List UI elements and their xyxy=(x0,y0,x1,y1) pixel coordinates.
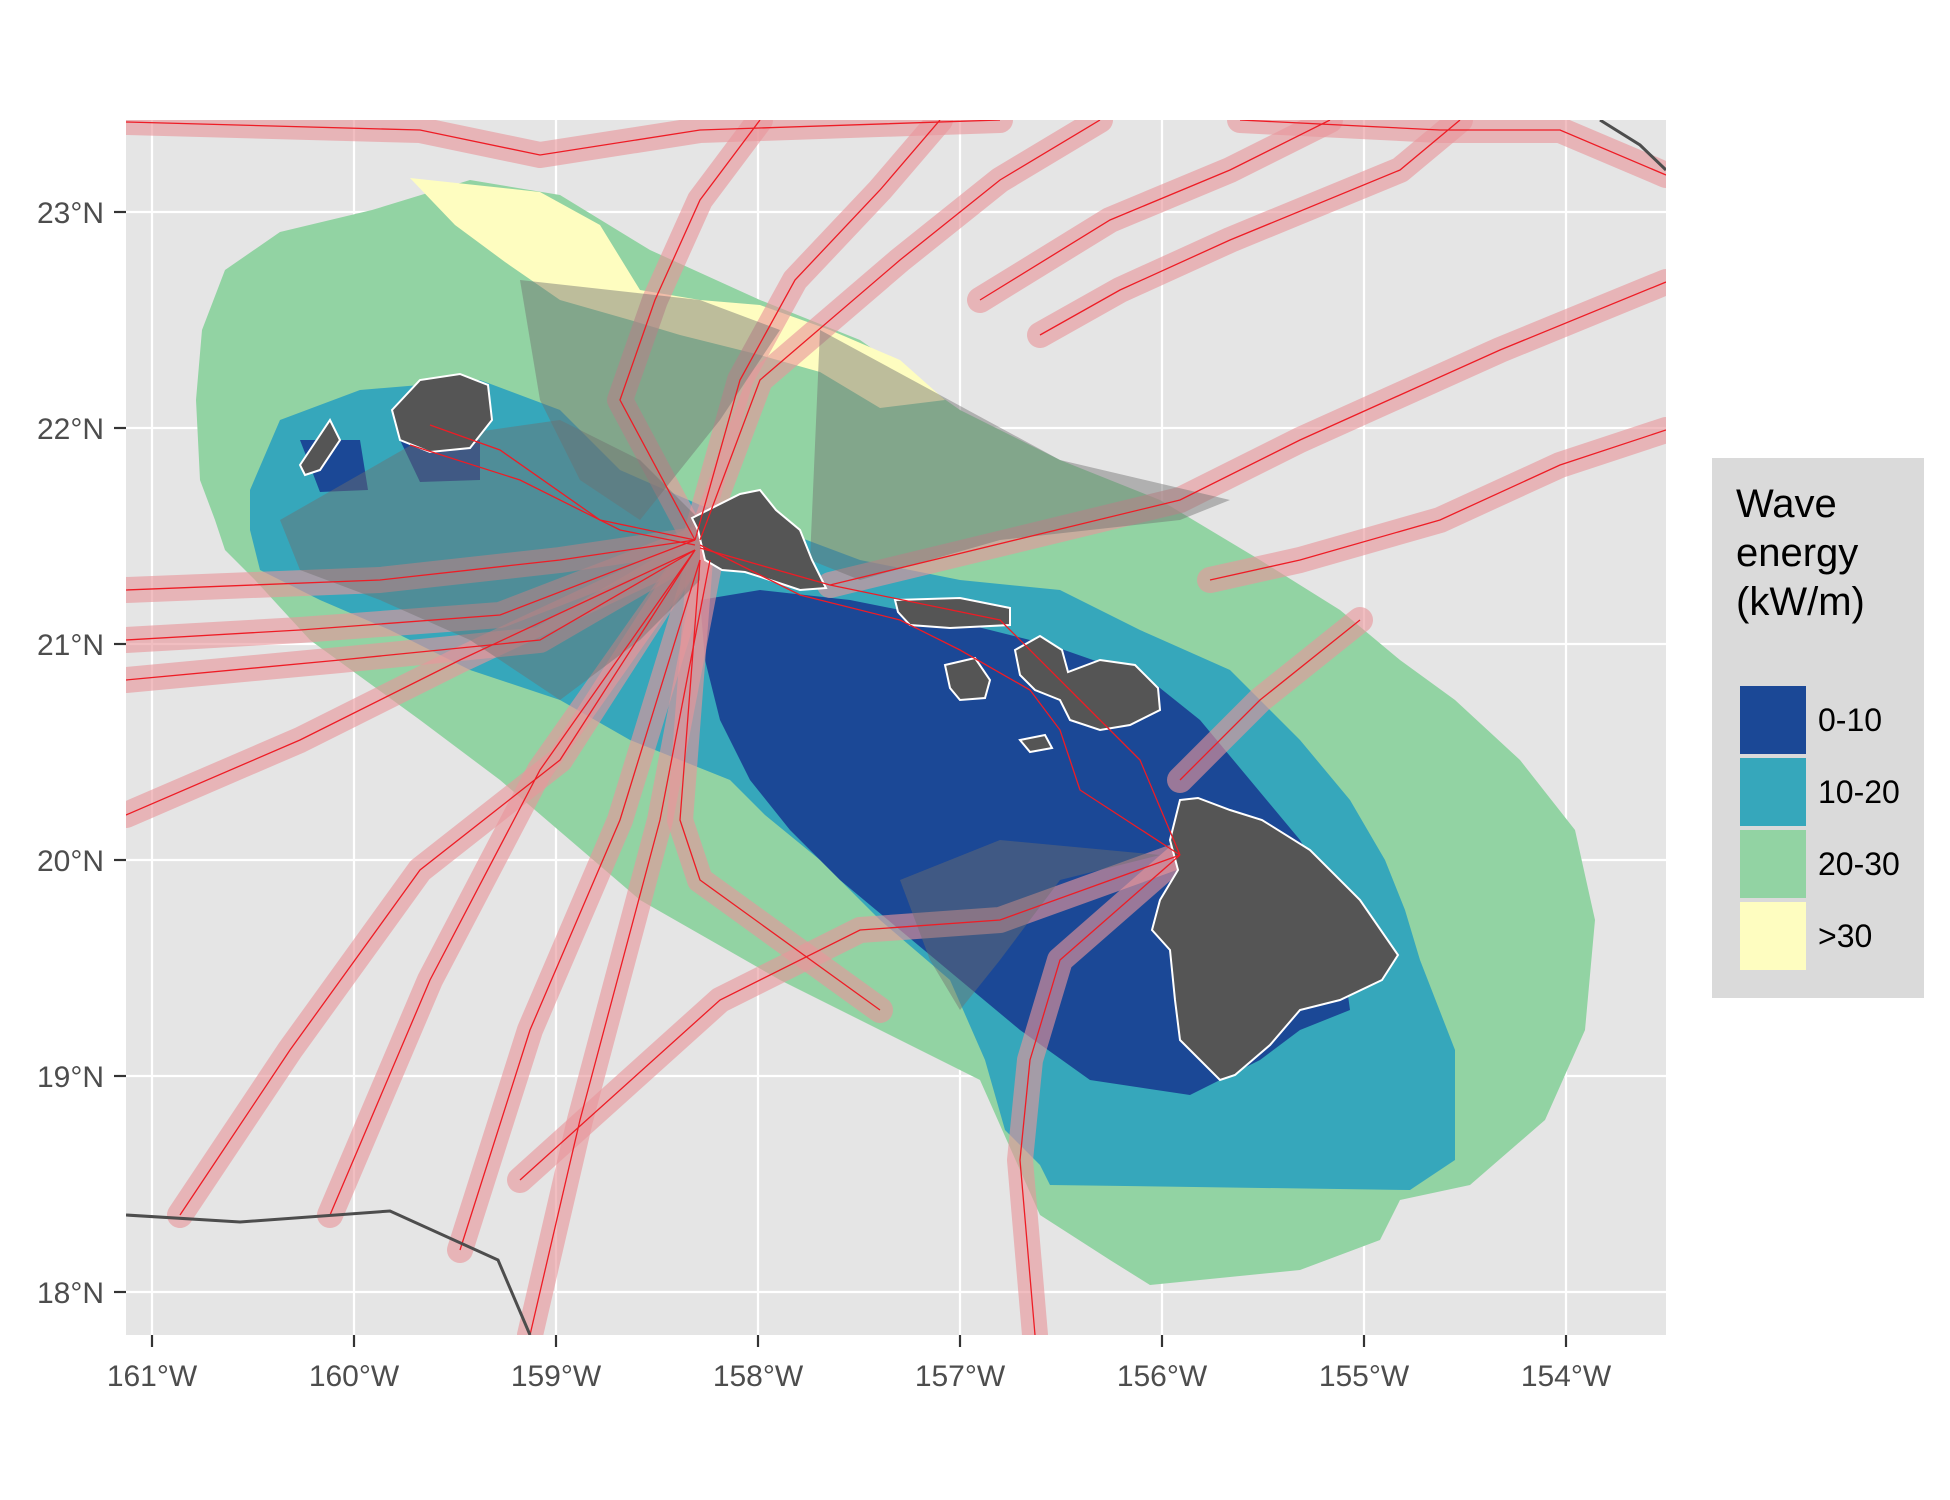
x-axis-labels: 161°W 160°W 159°W 158°W 157°W 156°W 155°… xyxy=(107,1360,1612,1393)
cable-bundle-shadow xyxy=(280,280,1230,1010)
x-tick-label: 158°W xyxy=(713,1360,804,1393)
axis-ticks xyxy=(114,210,1568,1347)
kahoolawe-island xyxy=(1018,733,1054,754)
legend-title-line: (kW/m) xyxy=(1736,580,1865,624)
y-tick-label: 22°N xyxy=(37,413,104,446)
hawaiian-islands xyxy=(298,372,1400,1082)
x-tick-label: 154°W xyxy=(1521,1360,1612,1393)
legend-label: 10-20 xyxy=(1818,774,1900,810)
x-tick-label: 160°W xyxy=(309,1360,400,1393)
eez-boundary xyxy=(126,120,1666,1335)
legend-swatch xyxy=(1740,758,1806,826)
y-tick-label: 20°N xyxy=(37,845,104,878)
x-tick-label: 157°W xyxy=(915,1360,1006,1393)
legend-label: >30 xyxy=(1818,918,1872,954)
y-tick-label: 19°N xyxy=(37,1061,104,1094)
legend-label: 20-30 xyxy=(1818,846,1900,882)
legend-title-line: Wave xyxy=(1736,482,1837,526)
legend-title-line: energy xyxy=(1736,531,1858,575)
oahu-island xyxy=(690,488,828,592)
cable-routes-line xyxy=(126,120,1666,1335)
legend-swatch xyxy=(1740,686,1806,754)
molokai-island xyxy=(893,596,1011,630)
x-tick-label: 159°W xyxy=(511,1360,602,1393)
legend-swatch xyxy=(1740,830,1806,898)
y-tick-label: 23°N xyxy=(37,197,104,230)
y-tick-label: 21°N xyxy=(37,629,104,662)
kauai-island xyxy=(390,372,494,454)
legend-label: 0-10 xyxy=(1818,702,1882,738)
big-island xyxy=(1150,796,1400,1082)
niihau-island xyxy=(298,418,342,477)
x-tick-label: 155°W xyxy=(1319,1360,1410,1393)
x-tick-label: 161°W xyxy=(107,1360,198,1393)
legend: Wave energy (kW/m) 0-10 10-20 20-30 >30 xyxy=(1712,458,1924,998)
maui-island xyxy=(1013,634,1162,732)
legend-swatch xyxy=(1740,902,1806,970)
x-tick-label: 156°W xyxy=(1117,1360,1208,1393)
y-tick-label: 18°N xyxy=(37,1277,104,1310)
y-axis-labels: 23°N 22°N 21°N 20°N 19°N 18°N xyxy=(37,197,104,1310)
